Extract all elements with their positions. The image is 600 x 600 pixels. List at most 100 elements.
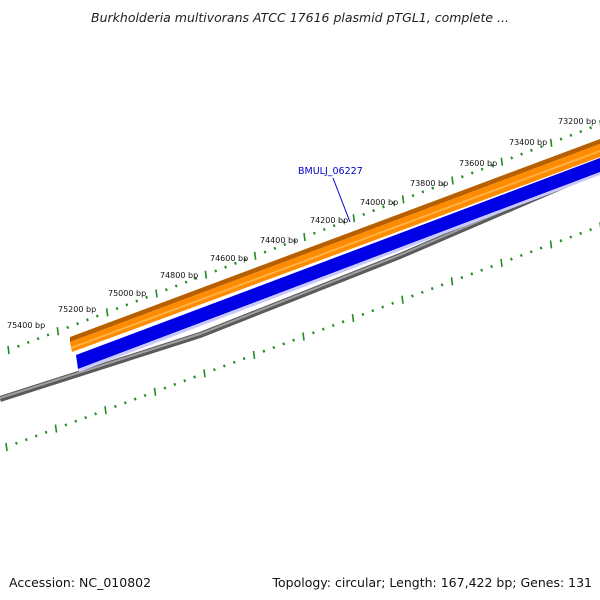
ruler-tick xyxy=(242,357,246,361)
upper-ruler-ticks xyxy=(7,120,600,355)
ruler-tick xyxy=(143,393,147,398)
ruler-tick xyxy=(441,182,445,186)
ruler-tick xyxy=(115,306,119,311)
ruler-tick xyxy=(589,228,593,232)
ruler-tick xyxy=(84,415,88,420)
ruler-tick xyxy=(420,290,424,294)
ruler-label: 73600 bp xyxy=(459,159,497,168)
ruler-tick xyxy=(361,312,365,316)
ruler-tick xyxy=(7,345,10,355)
ruler-tick xyxy=(135,299,139,303)
ruler-tick xyxy=(86,318,89,322)
gene-label[interactable]: BMULJ_06227 xyxy=(298,166,363,177)
ruler-tick xyxy=(341,320,345,324)
ruler-tick xyxy=(155,289,158,298)
ruler-tick xyxy=(46,333,50,337)
ruler-tick xyxy=(352,214,356,223)
ruler-tick xyxy=(372,209,375,213)
ruler-tick xyxy=(66,325,70,329)
ruler-tick xyxy=(529,250,533,254)
ruler-tick xyxy=(381,305,385,309)
ruler-tick xyxy=(262,349,266,353)
ruler-tick xyxy=(509,257,513,261)
ruler-tick xyxy=(391,201,395,205)
ruler-tick xyxy=(282,342,286,346)
ruler-tick xyxy=(224,265,227,269)
ruler-tick xyxy=(54,424,58,433)
ruler-tick xyxy=(520,152,523,156)
ruler-tick xyxy=(14,441,18,445)
ruler-tick xyxy=(253,251,257,260)
gene-label-connector xyxy=(332,177,351,223)
ruler-tick xyxy=(212,368,216,372)
ruler-tick xyxy=(460,275,464,280)
ruler-tick xyxy=(559,137,563,141)
ruler-tick xyxy=(145,295,149,299)
ruler-tick xyxy=(530,148,533,152)
ruler-tick xyxy=(460,175,464,179)
ruler-tick xyxy=(5,442,8,452)
ruler-tick xyxy=(164,288,168,292)
map-title: Burkholderia multivorans ATCC 17616 plas… xyxy=(91,10,509,25)
lower-ruler-ticks xyxy=(5,222,600,452)
ruler-tick xyxy=(204,270,208,279)
ruler-tick xyxy=(559,239,563,243)
ruler-tick xyxy=(440,283,444,287)
ruler-tick xyxy=(569,133,573,137)
ruler-tick xyxy=(362,212,366,216)
ruler-tick xyxy=(34,434,38,438)
ruler-tick xyxy=(74,419,78,423)
ruler-tick xyxy=(44,430,48,434)
ruler-tick xyxy=(234,261,237,265)
ruler-tick xyxy=(232,360,236,364)
ruler-label: 73200 bp xyxy=(558,117,596,126)
ruler-tick xyxy=(64,423,68,427)
ruler-tick xyxy=(193,375,197,379)
ruler-tick xyxy=(332,224,336,228)
ruler-tick xyxy=(480,167,484,171)
ruler-tick xyxy=(222,364,226,368)
ruler-label: 74200 bp xyxy=(310,216,348,225)
ruler-tick xyxy=(519,253,523,258)
ruler-tick xyxy=(490,264,494,269)
ruler-tick xyxy=(36,337,40,341)
ruler-label: 74000 bp xyxy=(360,198,398,207)
ruler-tick xyxy=(312,231,316,235)
ruler-tick xyxy=(510,156,514,160)
ruler-tick xyxy=(430,287,434,291)
reverse-gene-bar[interactable] xyxy=(76,158,600,369)
ruler-tick xyxy=(163,386,167,390)
ruler-tick xyxy=(263,250,267,254)
ruler-tick xyxy=(470,171,474,175)
ruler-tick xyxy=(569,235,573,239)
ruler-tick xyxy=(539,246,543,250)
ruler-tick xyxy=(579,231,583,235)
ruler-tick xyxy=(273,246,277,250)
ruler-tick xyxy=(401,195,405,204)
ruler-tick xyxy=(105,308,109,317)
ruler-label: 75200 bp xyxy=(58,305,96,314)
ruler-tick xyxy=(94,412,98,416)
ruler-tick xyxy=(500,157,504,166)
ruler-tick xyxy=(371,309,375,313)
ruler-tick xyxy=(16,344,20,348)
ruler-tick xyxy=(500,258,503,267)
ruler-label: 74400 bp xyxy=(260,236,298,245)
ruler-tick xyxy=(293,239,297,243)
forward-gene-highlight xyxy=(71,150,600,349)
ruler-tick xyxy=(490,163,494,168)
forward-gene-edge xyxy=(70,139,600,342)
ruler-tick xyxy=(123,401,127,405)
ruler-tick xyxy=(410,294,414,298)
ruler-tick xyxy=(104,406,107,415)
ruler-tick xyxy=(76,322,79,326)
ruler-labels: 73200 bp 73400 bp 73600 bp 73800 bp 74000 bp… xyxy=(7,117,596,330)
ruler-label: 75400 bp xyxy=(7,321,45,330)
ruler-tick xyxy=(451,176,454,185)
ruler-tick xyxy=(331,323,335,328)
ruler-tick xyxy=(95,314,99,318)
ruler-tick xyxy=(391,301,395,305)
ruler-tick xyxy=(203,369,206,378)
ruler-label: 74800 bp xyxy=(160,271,198,280)
